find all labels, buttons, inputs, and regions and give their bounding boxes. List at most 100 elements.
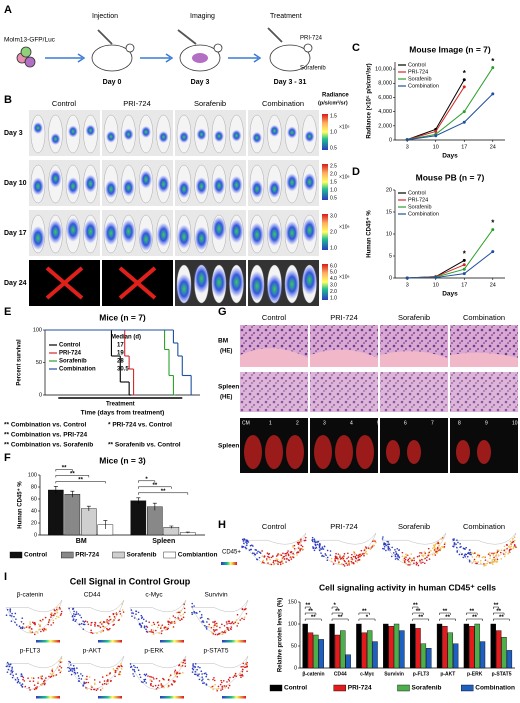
column-label: PRI-724 <box>330 313 358 322</box>
cell-dot <box>314 547 317 550</box>
cell-dot <box>83 621 86 623</box>
colorbar <box>36 696 60 699</box>
colorbar-tick: 0.5 <box>330 145 337 151</box>
cell-dot <box>277 563 279 566</box>
cell-dot <box>220 689 222 691</box>
cell-dot <box>212 688 214 691</box>
bar <box>313 634 319 669</box>
bar <box>147 506 163 536</box>
cell-dot <box>201 673 203 675</box>
significance-bracket <box>412 612 424 615</box>
panel-letter: C <box>352 42 360 54</box>
cell-dot <box>290 558 293 560</box>
legend-swatch <box>269 684 283 692</box>
cell-dot <box>181 664 184 667</box>
cell-dot <box>510 542 512 544</box>
point <box>434 134 438 138</box>
annotation: * <box>463 250 467 259</box>
cell-dot <box>114 669 117 672</box>
cell-dot <box>246 665 248 668</box>
cell-dot <box>496 560 499 562</box>
colorbar <box>322 114 328 150</box>
cell-dot <box>480 562 482 565</box>
ruler-label: 8 <box>458 420 461 426</box>
cell-dot <box>55 617 57 620</box>
cell-dot <box>158 632 160 635</box>
panel-letter: E <box>4 306 11 318</box>
cell-dot <box>113 616 116 618</box>
cell-dot <box>160 632 163 635</box>
cell-dot <box>211 631 213 634</box>
column-label: Sorafenib <box>194 99 226 108</box>
cell-dot <box>254 548 257 551</box>
cell-dot <box>45 677 47 679</box>
cell-dot <box>35 630 37 633</box>
signal <box>140 170 152 189</box>
cell-dot <box>225 685 228 687</box>
cell-dot <box>101 676 104 678</box>
cell-dot <box>101 623 103 625</box>
cell-dot <box>494 551 496 554</box>
point <box>462 263 466 267</box>
cell-dot <box>477 561 479 563</box>
signal <box>156 222 171 247</box>
cell-dot <box>67 666 69 669</box>
cell-dot <box>47 621 50 624</box>
cell-dot <box>51 614 53 617</box>
cell-dot <box>311 540 314 543</box>
x-tick-label: CD44 <box>334 671 347 677</box>
cell-dot <box>374 540 376 542</box>
cell-dot <box>421 554 423 557</box>
cell-dot <box>292 556 295 559</box>
cell-dot <box>263 555 266 558</box>
cell-dot <box>261 555 264 557</box>
cell-dot <box>345 562 348 565</box>
cell-dot <box>68 667 71 670</box>
cell-dot <box>86 675 88 678</box>
marker-label: c-Myc <box>145 592 163 599</box>
cell-dot <box>199 617 202 619</box>
cell-dot <box>109 618 112 621</box>
cell-dot <box>500 549 503 552</box>
cell-dot <box>510 548 512 550</box>
cell-dot <box>69 661 72 664</box>
cell-dot <box>334 558 336 560</box>
histology-spleen <box>380 372 448 412</box>
cell-dot <box>28 686 30 689</box>
cell-dot <box>202 682 204 685</box>
cell-dot <box>192 664 194 667</box>
cell-dot <box>50 616 52 618</box>
cell-dot <box>398 556 401 559</box>
cell-dot <box>72 664 75 667</box>
cell-dot <box>109 627 111 630</box>
cell-dot <box>117 665 120 668</box>
cell-dot <box>171 622 174 625</box>
cell-dot <box>152 621 155 624</box>
cell-dot <box>10 615 13 617</box>
y-tick-label: 50 <box>36 360 42 366</box>
cell-dot <box>227 678 230 681</box>
cell-dot <box>351 562 353 565</box>
signal <box>106 130 116 143</box>
cell-dot <box>423 551 426 553</box>
cell-dot <box>304 539 307 542</box>
cell-dot <box>194 670 197 673</box>
panel-letter: D <box>352 166 360 178</box>
cell-dot <box>74 673 77 675</box>
cell-dot <box>96 688 99 690</box>
signal <box>286 173 298 192</box>
cell-dot <box>114 612 117 615</box>
cell-dot <box>221 623 223 626</box>
row-label: Spleen <box>218 384 239 391</box>
cell-dot <box>118 618 121 621</box>
cell-dot <box>42 630 45 632</box>
cell-dot <box>12 674 15 677</box>
cell-dot <box>239 619 242 621</box>
ruler-label: 5 <box>377 420 380 426</box>
cell-dot <box>216 689 218 692</box>
colorbar-exponent: ×10⁶ <box>339 174 350 180</box>
legend-label: Combination <box>59 367 96 373</box>
point <box>462 272 466 276</box>
signal <box>268 179 281 198</box>
cell-dot <box>191 613 194 616</box>
